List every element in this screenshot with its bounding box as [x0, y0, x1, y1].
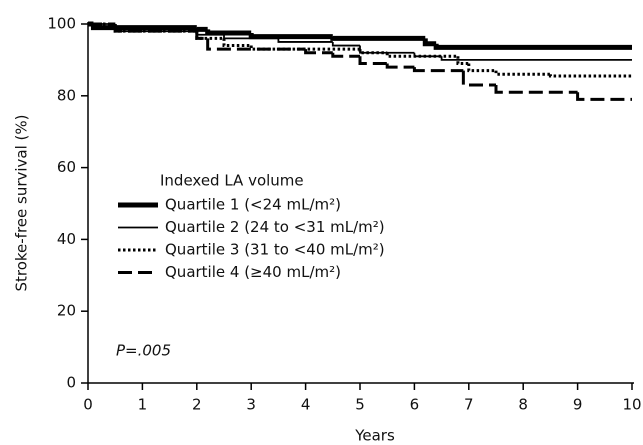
x-tick-label: 2 — [192, 396, 202, 414]
survival-step — [249, 45, 360, 51]
legend-label: Quartile 2 (24 to <31 mL/m²) — [165, 218, 385, 236]
legend-label: Quartile 3 (31 to <40 mL/m²) — [165, 241, 385, 259]
survival-step — [248, 32, 333, 40]
x-tick-label: 3 — [246, 396, 256, 414]
x-tick-label: 1 — [138, 396, 148, 414]
x-tick-label: 0 — [83, 396, 93, 414]
survival-step — [548, 74, 632, 78]
legend-title: Indexed LA volume — [160, 172, 304, 190]
survival-step — [113, 24, 197, 33]
y-tick-label: 0 — [66, 374, 76, 392]
survival-step — [205, 29, 252, 36]
y-tick-label: 40 — [57, 230, 76, 248]
survival-step — [304, 49, 333, 55]
survival-step — [494, 85, 578, 94]
y-tick-label: 20 — [57, 302, 76, 320]
survival-step — [422, 38, 437, 47]
x-tick-label: 7 — [464, 396, 474, 414]
survival-step — [194, 26, 208, 32]
annotation: P=.005 — [116, 342, 171, 360]
x-tick-label: 10 — [622, 396, 641, 414]
survival-step — [331, 41, 360, 47]
survival-step — [413, 52, 442, 58]
x-tick-label: 8 — [518, 396, 528, 414]
x-tick-label: 9 — [573, 396, 583, 414]
survival-step — [331, 52, 360, 58]
x-tick-label: 6 — [410, 396, 420, 414]
survival-step — [330, 35, 426, 41]
survival-step — [358, 49, 388, 55]
survival-step — [206, 38, 306, 51]
survival-step — [456, 56, 469, 65]
y-axis-label: Stroke-free survival (%) — [13, 114, 31, 291]
survival-step — [433, 43, 632, 50]
survival-step — [576, 92, 632, 101]
legend-label: Quartile 4 (≥40 mL/m²) — [165, 263, 341, 281]
survival-step — [195, 31, 208, 40]
x-axis-label: Years — [354, 427, 395, 445]
survival-step — [277, 38, 333, 43]
y-tick-label: 60 — [57, 158, 76, 176]
legend-label: Quartile 1 (<24 mL/m²) — [165, 196, 341, 214]
survival-step — [461, 70, 496, 87]
x-tick-label: 4 — [301, 396, 311, 414]
y-tick-label: 100 — [47, 15, 76, 33]
survival-step — [412, 67, 464, 73]
survival-step — [385, 63, 415, 69]
survival-step — [222, 38, 252, 48]
survival-step — [467, 63, 496, 73]
y-tick-label: 80 — [57, 86, 76, 104]
survival-step — [385, 52, 458, 58]
x-tick-label: 5 — [355, 396, 365, 414]
survival-step — [440, 56, 632, 61]
survival-step — [494, 70, 551, 76]
survival-step — [358, 56, 388, 65]
